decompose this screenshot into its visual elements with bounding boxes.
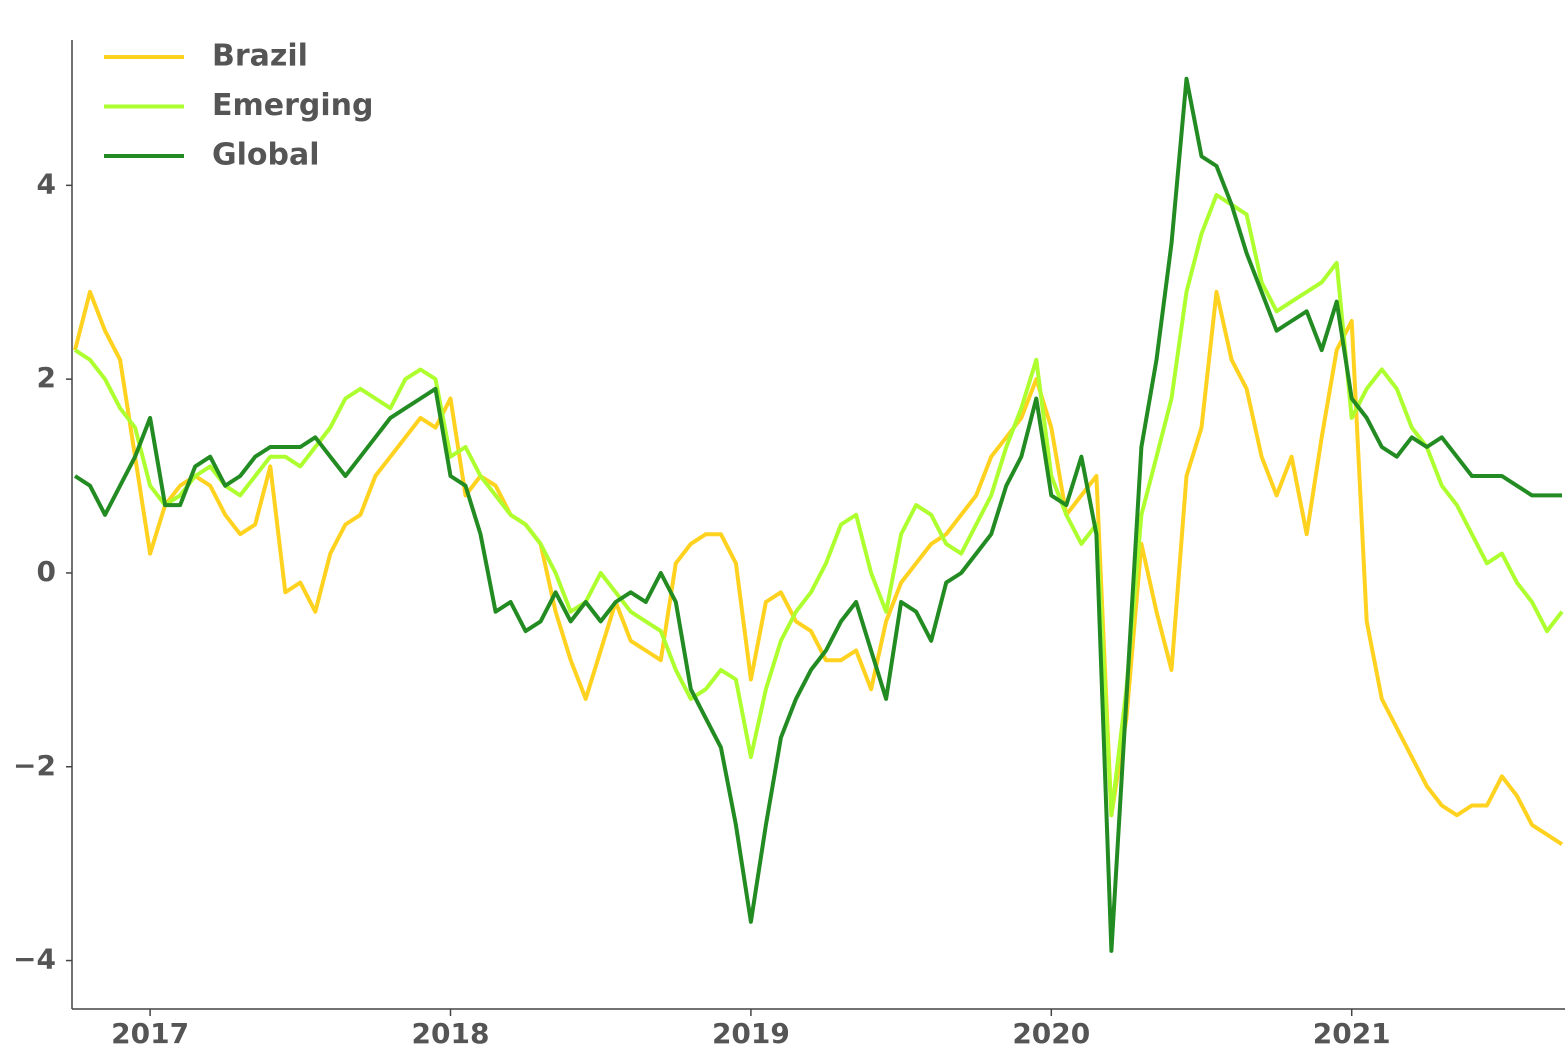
y-tick-label: 0 xyxy=(37,555,56,588)
legend-label: Emerging xyxy=(212,88,373,123)
x-tick-label: 2018 xyxy=(412,1017,490,1050)
series-line xyxy=(73,76,1562,953)
y-tick-label: 4 xyxy=(37,167,56,200)
series-line xyxy=(73,289,1564,846)
y-tick-label: −4 xyxy=(13,943,56,976)
x-tick-label: 2017 xyxy=(111,1017,189,1050)
x-tick-label: 2021 xyxy=(1313,1017,1391,1050)
x-tick-label: 2020 xyxy=(1012,1017,1090,1050)
legend-label: Brazil xyxy=(212,39,308,74)
y-tick-label: 2 xyxy=(37,361,56,394)
x-tick-label: 2019 xyxy=(712,1017,790,1050)
legend-label: Global xyxy=(212,138,320,173)
y-tick-label: −2 xyxy=(13,749,56,782)
series-line xyxy=(73,193,1564,818)
